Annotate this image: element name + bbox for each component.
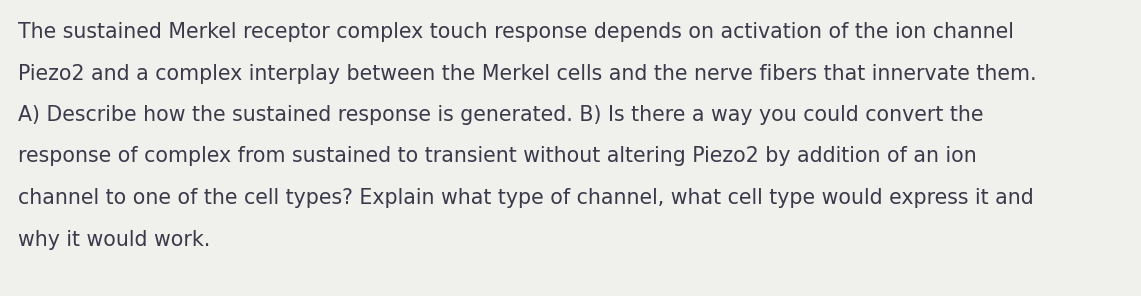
Text: A) Describe how the sustained response is generated. B) Is there a way you could: A) Describe how the sustained response i… <box>18 105 984 125</box>
Text: Piezo2 and a complex interplay between the Merkel cells and the nerve fibers tha: Piezo2 and a complex interplay between t… <box>18 64 1037 83</box>
Text: channel to one of the cell types? Explain what type of channel, what cell type w: channel to one of the cell types? Explai… <box>18 188 1034 208</box>
Text: why it would work.: why it would work. <box>18 229 210 250</box>
Text: The sustained Merkel receptor complex touch response depends on activation of th: The sustained Merkel receptor complex to… <box>18 22 1014 42</box>
Text: response of complex from sustained to transient without altering Piezo2 by addit: response of complex from sustained to tr… <box>18 147 977 166</box>
